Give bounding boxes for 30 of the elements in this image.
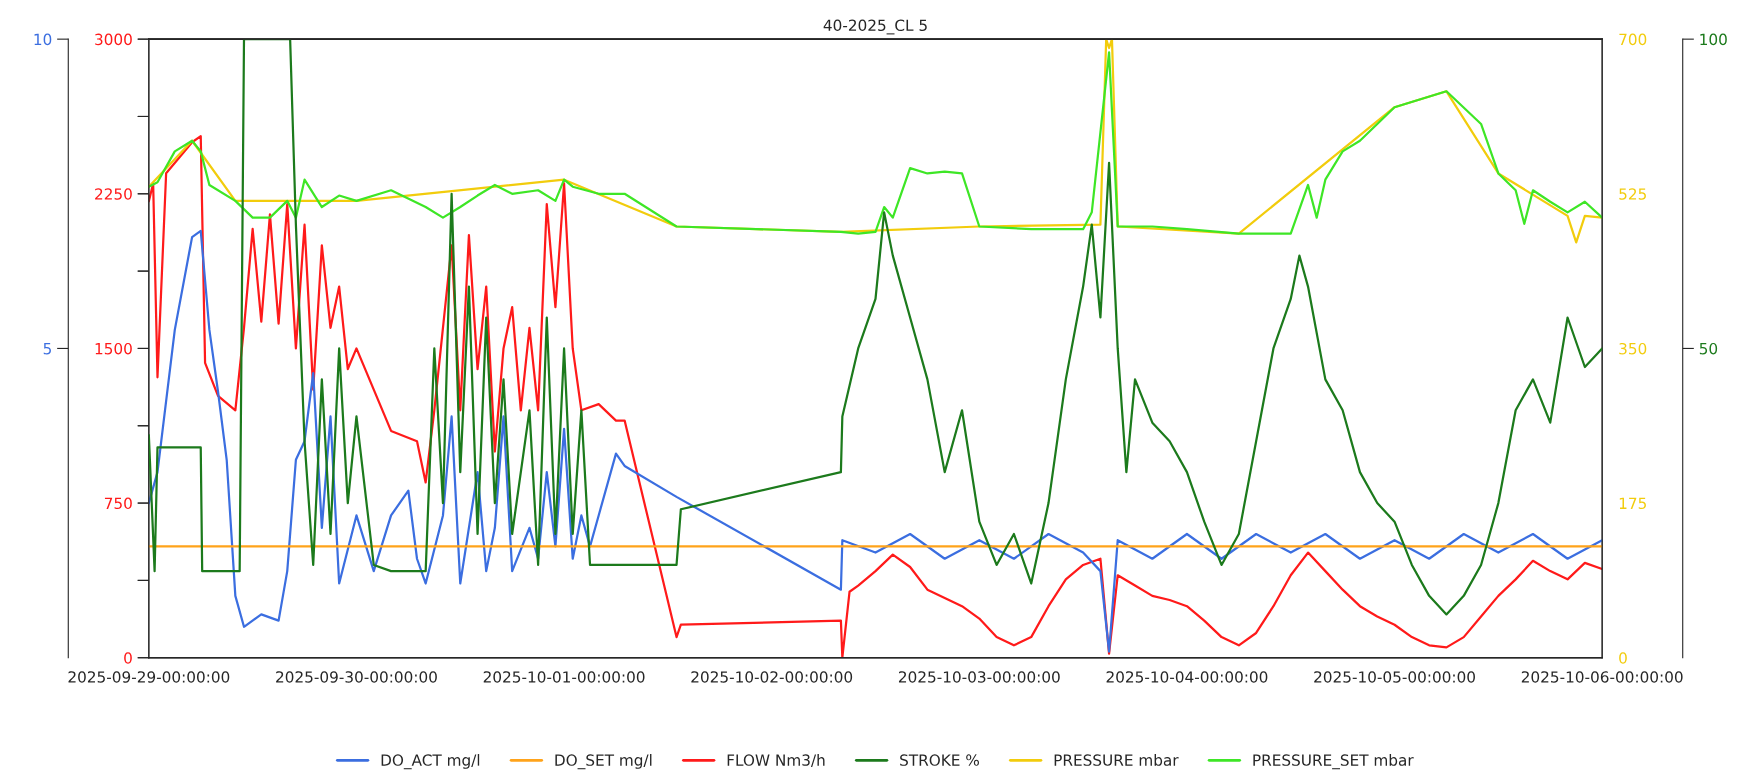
legend-label: FLOW Nm3/h — [727, 754, 825, 768]
x-tick-label: 2025-10-01-00:00:00 — [483, 671, 645, 683]
chart-title: 40-2025_CL 5 — [823, 19, 927, 35]
y-tick-label: 700 — [1619, 33, 1647, 46]
x-tick-label: 2025-10-03-00:00:00 — [898, 671, 1060, 683]
legend-label: PRESSURE mbar — [1054, 754, 1179, 766]
x-tick-label: 2025-10-02-00:00:00 — [691, 671, 853, 683]
y-tick-label: 3000 — [95, 33, 132, 46]
y2-tick-label: 5 — [43, 343, 51, 355]
legend-label: DO_ACT mg/l — [381, 754, 480, 770]
legend-label: PRESSURE_SET mbar — [1253, 754, 1414, 770]
x-tick-label: 2025-09-30-00:00:00 — [276, 671, 437, 683]
y2-tick-label: 100 — [1700, 33, 1727, 46]
y-tick-label: 175 — [1619, 497, 1646, 510]
y-tick-label: 0 — [124, 652, 132, 664]
legend-label: DO_SET mg/l — [555, 754, 652, 770]
y-tick-label: 1500 — [95, 342, 132, 355]
legend-label: STROKE % — [900, 754, 979, 766]
y2-tick-label: 50 — [1699, 342, 1718, 355]
y2-tick-label: 10 — [34, 33, 52, 46]
y-tick-label: 0 — [1619, 652, 1627, 664]
y-tick-label: 2250 — [95, 188, 132, 200]
x-tick-label: 2025-10-04-00:00:00 — [1106, 671, 1268, 683]
line-series — [148, 229, 1603, 653]
x-tick-label: 2025-09-29-00:00:00 — [68, 671, 230, 683]
y-tick-label: 525 — [1619, 188, 1646, 200]
y-tick-label: 750 — [104, 497, 132, 510]
y-tick-label: 350 — [1619, 342, 1647, 355]
x-tick-label: 2025-10-05-00:00:00 — [1314, 671, 1475, 683]
x-tick-label: 2025-10-06-00:00:00 — [1521, 671, 1683, 683]
